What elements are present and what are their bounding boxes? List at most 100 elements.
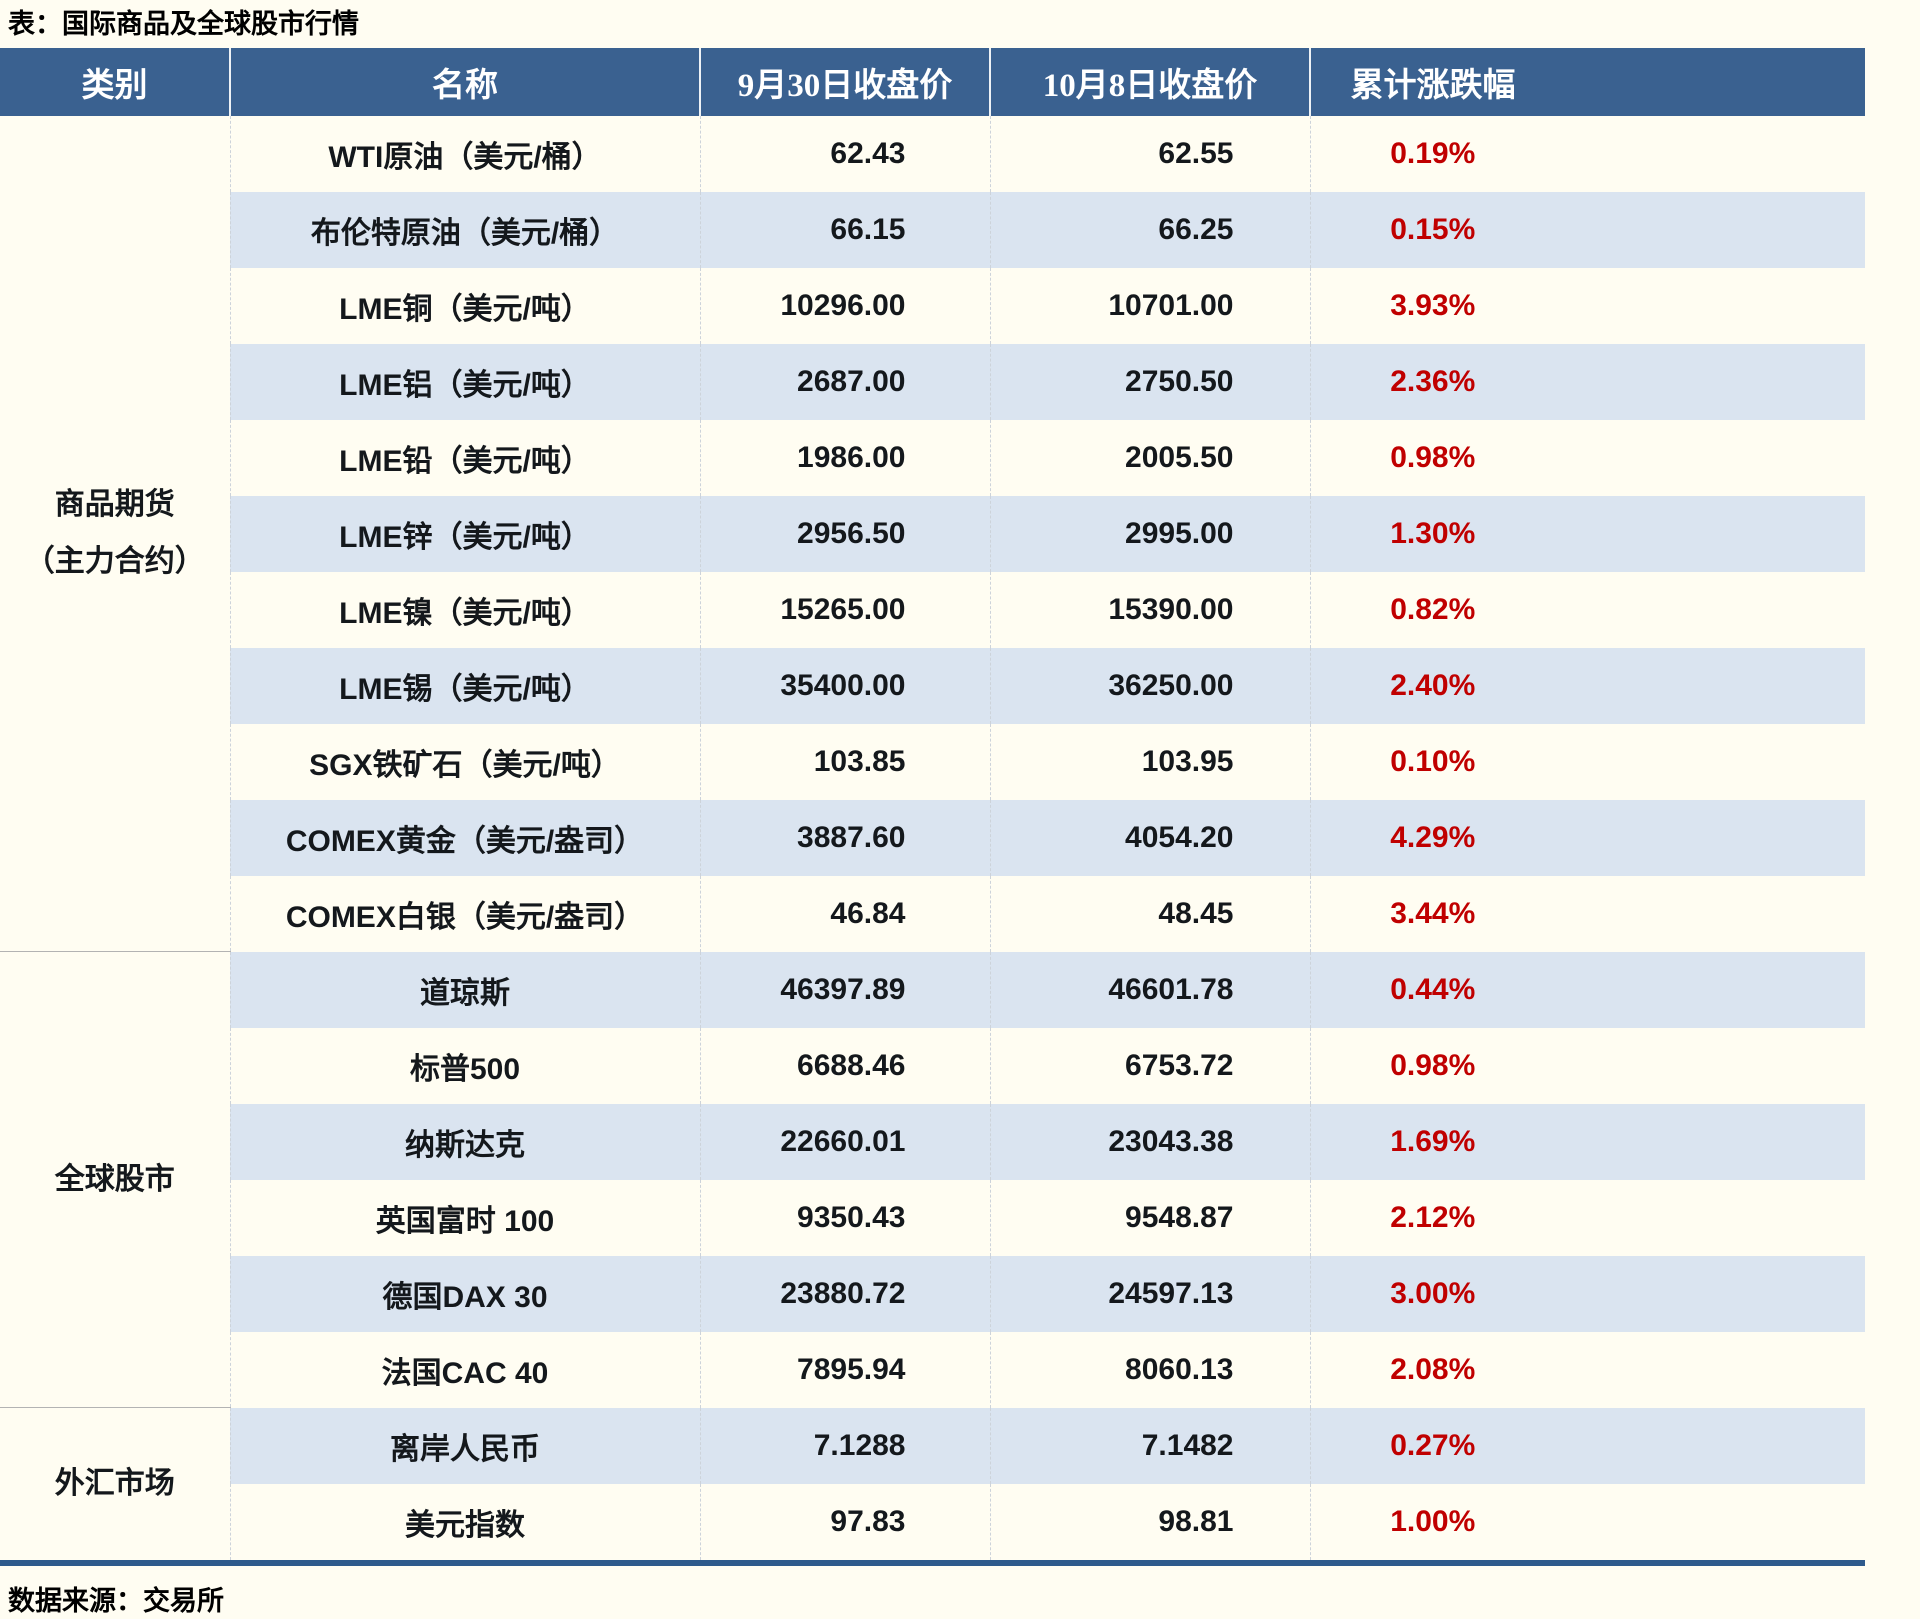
table-row: 纳斯达克 22660.01 23043.38 1.69%	[0, 1103, 1865, 1180]
table-row: 外汇市场 离岸人民币 7.1288 7.1482 0.27%	[0, 1407, 1865, 1560]
close-0930-cell: 9350.43	[700, 1179, 991, 1256]
close-0930-cell: 97.83	[700, 1483, 991, 1560]
name-cell: 英国富时 100	[230, 1179, 701, 1256]
close-0930-cell: 1986.00	[700, 419, 991, 496]
table-row: 标普500 6688.46 6753.72 0.98%	[0, 1027, 1865, 1104]
name-cell: LME镍（美元/吨）	[230, 571, 701, 648]
close-0930-cell: 10296.00	[700, 267, 991, 344]
header-close-1008: 10月8日收盘价	[990, 47, 1311, 116]
close-0930-cell: 6688.46	[700, 1027, 991, 1104]
name-cell: 标普500	[230, 1027, 701, 1104]
category-cell: 商品期货 （主力合约）	[0, 115, 231, 952]
close-1008-cell: 2005.50	[990, 419, 1311, 496]
change-cell: 1.00%	[1390, 1504, 1476, 1538]
table-row: LME镍（美元/吨） 15265.00 15390.00 0.82%	[0, 571, 1865, 648]
close-0930-cell: 46.84	[700, 875, 991, 952]
close-0930-cell: 35400.00	[700, 647, 991, 724]
close-1008-cell: 66.25	[990, 191, 1311, 268]
close-1008-cell: 4054.20	[990, 799, 1311, 876]
close-1008-cell: 2750.50	[990, 343, 1311, 420]
header-name: 名称	[230, 47, 701, 116]
change-cell: 1.69%	[1310, 1103, 1865, 1180]
table-row: 德国DAX 30 23880.72 24597.13 3.00%	[0, 1255, 1865, 1332]
name-cell: COMEX黄金（美元/盎司）	[230, 799, 701, 876]
change-cell: 2.40%	[1310, 647, 1865, 724]
change-cell: 0.98%	[1390, 1048, 1476, 1082]
change-cell: 0.15%	[1310, 191, 1865, 268]
table-row: 英国富时 100 9350.43 9548.87 2.12%	[0, 1179, 1865, 1256]
close-1008-cell: 8060.13	[990, 1331, 1311, 1408]
table-row: 美元指数 97.83 98.81 1.00%	[0, 1483, 1865, 1560]
source-note: 数据来源：交易所	[8, 1585, 224, 1616]
close-0930-cell: 62.43	[700, 115, 991, 192]
close-1008-cell: 2995.00	[990, 495, 1311, 572]
header-category: 类别	[0, 47, 231, 116]
header-change: 累计涨跌幅	[1310, 47, 1865, 116]
category-cell: 外汇市场	[0, 1407, 231, 1560]
header-row: 类别 名称 9月30日收盘价 10月8日收盘价 累计涨跌幅	[0, 47, 1865, 116]
close-1008-cell: 23043.38	[990, 1103, 1311, 1180]
header-close-0930: 9月30日收盘价	[700, 47, 991, 116]
close-0930-cell: 3887.60	[700, 799, 991, 876]
table-row: LME锌（美元/吨） 2956.50 2995.00 1.30%	[0, 495, 1865, 572]
category-cell: 全球股市	[0, 951, 231, 1408]
category-line: （主力合约）	[24, 545, 205, 579]
change-cell: 0.44%	[1310, 951, 1865, 1028]
close-0930-cell: 23880.72	[700, 1255, 991, 1332]
category-line: 商品期货	[54, 488, 175, 522]
table-row: LME铝（美元/吨） 2687.00 2750.50 2.36%	[0, 343, 1865, 420]
close-1008-cell: 103.95	[990, 723, 1311, 800]
close-1008-cell: 6753.72	[990, 1027, 1311, 1104]
table-row: 法国CAC 40 7895.94 8060.13 2.08%	[0, 1331, 1865, 1408]
change-cell: 0.19%	[1390, 136, 1476, 170]
name-cell: LME铝（美元/吨）	[230, 343, 701, 420]
change-cell: 3.00%	[1310, 1255, 1865, 1332]
name-cell: 美元指数	[230, 1483, 701, 1560]
change-cell: 0.10%	[1390, 744, 1476, 778]
close-0930-cell: 7895.94	[700, 1331, 991, 1408]
close-0930-cell: 2687.00	[700, 343, 991, 420]
close-1008-cell: 9548.87	[990, 1179, 1311, 1256]
table-row: COMEX黄金（美元/盎司） 3887.60 4054.20 4.29%	[0, 799, 1865, 876]
change-cell: 4.29%	[1310, 799, 1865, 876]
close-1008-cell: 10701.00	[990, 267, 1311, 344]
table-row: LME铅（美元/吨） 1986.00 2005.50 0.98%	[0, 419, 1865, 496]
name-cell: WTI原油（美元/桶）	[230, 115, 701, 192]
close-0930-cell: 66.15	[700, 191, 991, 268]
close-1008-cell: 36250.00	[990, 647, 1311, 724]
table-row: COMEX白银（美元/盎司） 46.84 48.45 3.44%	[0, 875, 1865, 952]
table-bottom-border	[0, 1559, 1865, 1566]
market-table: 类别 名称 9月30日收盘价 10月8日收盘价 累计涨跌幅 商品期货 （主力合约）…	[0, 47, 1865, 1560]
close-0930-cell: 7.1288	[700, 1407, 991, 1484]
name-cell: LME铅（美元/吨）	[230, 419, 701, 496]
table-row: LME铜（美元/吨） 10296.00 10701.00 3.93%	[0, 267, 1865, 344]
close-1008-cell: 48.45	[990, 875, 1311, 952]
table-header: 类别 名称 9月30日收盘价 10月8日收盘价 累计涨跌幅	[0, 47, 1865, 116]
category-line: 全球股市	[54, 1163, 175, 1197]
page-title: 表：国际商品及全球股市行情	[8, 9, 359, 39]
table-row: 布伦特原油（美元/桶） 66.15 66.25 0.15%	[0, 191, 1865, 268]
close-0930-cell: 46397.89	[700, 951, 991, 1028]
name-cell: 法国CAC 40	[230, 1331, 701, 1408]
close-1008-cell: 7.1482	[990, 1407, 1311, 1484]
change-cell: 0.98%	[1390, 440, 1476, 474]
close-1008-cell: 24597.13	[990, 1255, 1311, 1332]
change-cell: 3.93%	[1390, 288, 1476, 322]
close-0930-cell: 103.85	[700, 723, 991, 800]
name-cell: 离岸人民币	[230, 1407, 701, 1484]
close-1008-cell: 98.81	[990, 1483, 1311, 1560]
name-cell: 道琼斯	[230, 951, 701, 1028]
table-row: 全球股市 道琼斯 46397.89 46601.78 0.44%	[0, 951, 1865, 1408]
name-cell: LME铜（美元/吨）	[230, 267, 701, 344]
name-cell: 布伦特原油（美元/桶）	[230, 191, 701, 268]
name-cell: SGX铁矿石（美元/吨）	[230, 723, 701, 800]
close-1008-cell: 46601.78	[990, 951, 1311, 1028]
change-cell: 0.82%	[1390, 592, 1476, 626]
category-line: 外汇市场	[54, 1467, 175, 1501]
name-cell: COMEX白银（美元/盎司）	[230, 875, 701, 952]
name-cell: 纳斯达克	[230, 1103, 701, 1180]
name-cell: LME锌（美元/吨）	[230, 495, 701, 572]
change-cell: 3.44%	[1390, 896, 1476, 930]
name-cell: LME锡（美元/吨）	[230, 647, 701, 724]
table-row: LME锡（美元/吨） 35400.00 36250.00 2.40%	[0, 647, 1865, 724]
